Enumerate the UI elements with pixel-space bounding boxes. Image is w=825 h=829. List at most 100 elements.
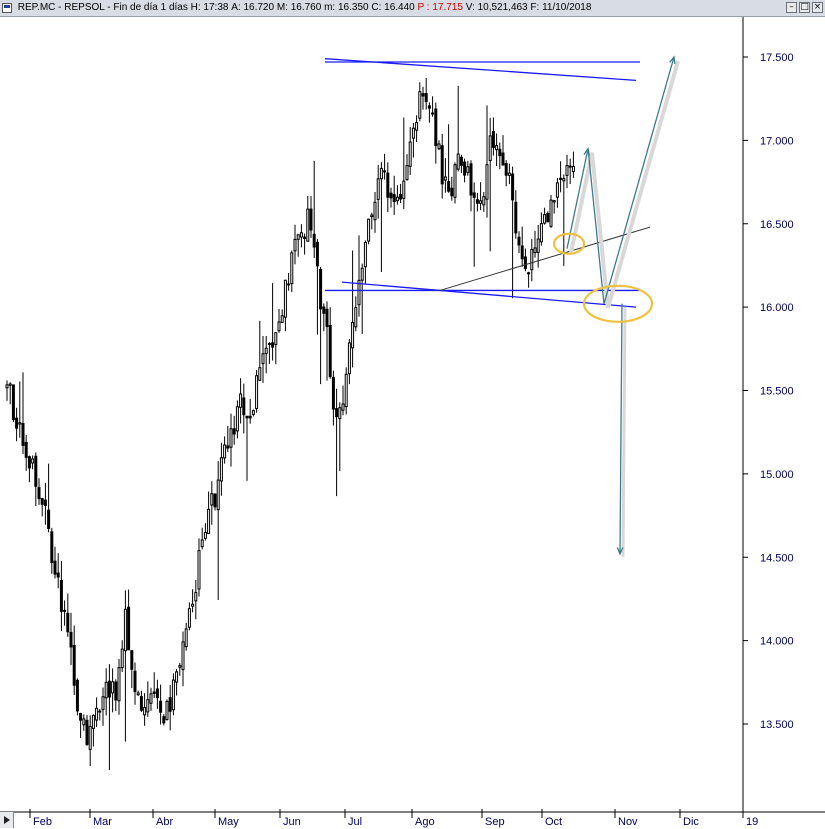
candle: [283, 279, 287, 332]
projection-shadow: [569, 60, 680, 309]
candle: [347, 338, 351, 385]
candle: [555, 178, 559, 208]
candle: [280, 309, 284, 323]
candle-body: [146, 699, 150, 713]
candle: [197, 538, 201, 597]
candle: [274, 332, 278, 365]
candle-body: [571, 166, 575, 173]
candle-body: [47, 509, 51, 529]
candle: [383, 153, 387, 180]
candle: [133, 662, 137, 705]
candle-body: [424, 92, 428, 103]
candle-body: [389, 192, 393, 199]
candle-body: [187, 608, 191, 628]
candle: [514, 190, 518, 239]
candle: [447, 124, 451, 193]
candle: [424, 77, 428, 110]
candle-body: [437, 143, 441, 150]
candle-body: [5, 384, 9, 389]
candle-body: [463, 161, 467, 176]
chart-background: [0, 17, 825, 829]
drawings: [324, 55, 680, 557]
candle-body: [24, 441, 28, 458]
candle: [459, 154, 463, 174]
candle: [335, 388, 339, 497]
candle-body: [440, 145, 444, 185]
time-tick-label: May: [218, 816, 239, 828]
candle-body: [517, 236, 521, 246]
candle: [155, 679, 159, 709]
candle-body: [15, 417, 19, 429]
candle-body: [501, 152, 505, 166]
candle-body: [149, 693, 153, 704]
candle: [421, 86, 425, 110]
close-icon[interactable]: ×: [812, 2, 823, 13]
candle: [517, 231, 521, 254]
minimize-icon[interactable]: –: [786, 2, 797, 13]
candle: [239, 378, 243, 424]
candle: [136, 690, 140, 696]
candle: [203, 523, 207, 541]
price-chart[interactable]: 17.500 17.000 16.500 16.000 15.500 15.000 14.5…: [0, 17, 825, 829]
candle-body: [447, 181, 451, 192]
candle: [15, 407, 19, 442]
candle: [120, 640, 124, 672]
candle-body: [18, 422, 22, 425]
candle-body: [168, 697, 172, 712]
candle-body: [162, 716, 166, 724]
candle: [328, 307, 332, 379]
candle: [351, 250, 355, 368]
projection-arrow-up-1: [583, 147, 590, 156]
date-value: F: 11/10/2018: [530, 2, 592, 13]
candle-body: [562, 178, 566, 182]
candle-body: [354, 307, 358, 328]
candle: [152, 672, 156, 698]
symbol-label: REP.MC - REPSOL - Fin de día 1 días: [17, 2, 188, 13]
candle: [559, 161, 563, 193]
candle-body: [536, 238, 540, 253]
candle-body: [367, 218, 371, 242]
candle-body: [203, 531, 207, 539]
candle: [72, 625, 76, 695]
candle: [191, 589, 195, 613]
candle: [143, 693, 147, 726]
scroll-right-icon[interactable]: [0, 812, 14, 828]
candle: [200, 527, 204, 550]
candle-body: [475, 199, 479, 204]
candle-body: [283, 279, 287, 318]
candle: [543, 207, 547, 225]
candle: [127, 589, 131, 651]
candle: [43, 482, 47, 525]
candle-body: [117, 667, 121, 702]
time-tick-label: Jul: [348, 816, 362, 828]
candle-body: [555, 182, 559, 198]
candle: [210, 481, 214, 525]
candle: [63, 600, 67, 626]
price-tick-label: 15.500: [760, 386, 794, 398]
candle: [392, 175, 396, 215]
candle: [56, 553, 60, 589]
candle: [216, 461, 220, 601]
candle: [223, 436, 227, 464]
channel-lower-line: [341, 281, 637, 308]
candle-body: [507, 172, 511, 176]
candle: [405, 154, 409, 181]
candle: [315, 238, 319, 335]
candle: [546, 211, 550, 223]
candle: [66, 593, 70, 637]
candle: [411, 122, 415, 158]
candle-body: [120, 648, 124, 669]
candle-body: [427, 105, 431, 109]
support-trend-line: [439, 226, 651, 291]
restore-icon[interactable]: □: [799, 2, 810, 13]
candle-body: [114, 681, 118, 701]
candle: [523, 248, 527, 272]
candle-body: [251, 410, 255, 415]
candle: [491, 117, 495, 156]
candle: [450, 176, 454, 201]
price-tick-label: 16.500: [760, 219, 794, 231]
candles: [5, 77, 575, 770]
candle-body: [539, 223, 543, 243]
projection-path: [566, 56, 675, 304]
candle-body: [296, 234, 300, 240]
